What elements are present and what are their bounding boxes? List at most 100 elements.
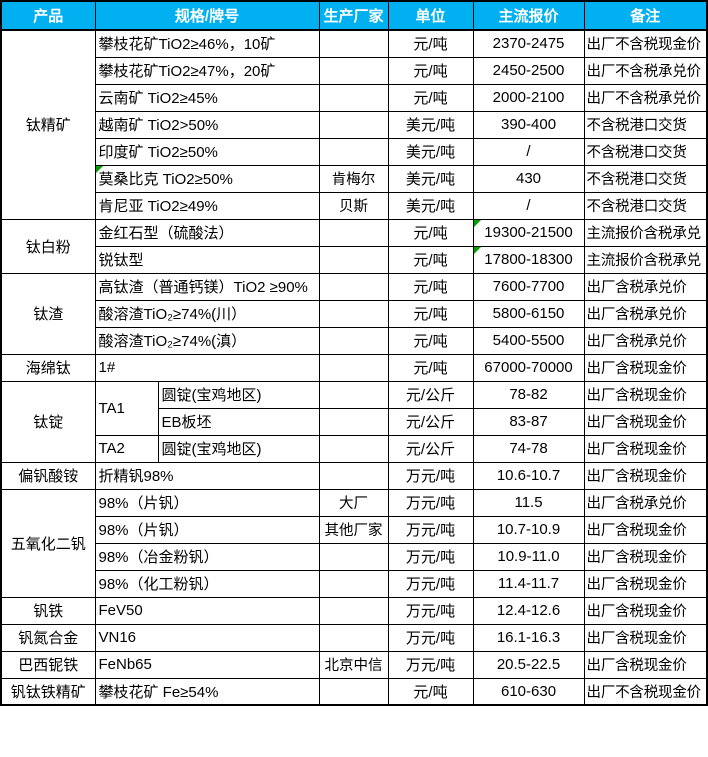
cell-vendor bbox=[318, 272, 389, 301]
cell-note: 不含税港口交货 bbox=[583, 164, 708, 193]
table-row: 五氧化二钒 98%（片钒） 大厂 万元/吨 11.5 出厂含税承兑价 bbox=[0, 488, 708, 598]
cell-price: 17800-18300 bbox=[472, 245, 585, 274]
table-row: 钒氮合金 VN16 万元/吨 16.1-16.3 出厂含税现金价 bbox=[0, 623, 708, 652]
cell-price: 83-87 bbox=[472, 407, 585, 436]
cell-spec: 攀枝花矿TiO2≥46%，10矿 bbox=[94, 29, 320, 58]
product-group-label: 钒氮合金 bbox=[0, 623, 96, 652]
cell-spec: 莫桑比克 TiO2≥50% bbox=[94, 164, 320, 193]
product-group-label: 钒钛铁精矿 bbox=[0, 677, 96, 706]
cell-unit: 元/吨 bbox=[387, 29, 474, 58]
cell-note: 出厂含税现金价 bbox=[583, 407, 708, 436]
cell-price: 2000-2100 bbox=[472, 83, 585, 112]
cell-grade: TA2 bbox=[94, 434, 159, 463]
column-header-vendor: 生产厂家 bbox=[318, 0, 389, 31]
table-row: 98%（片钒） 其他厂家 万元/吨 10.7-10.9 出厂含税现金价 bbox=[1, 515, 708, 544]
cell-spec: FeNb65 bbox=[94, 650, 320, 679]
cell-price: 11.4-11.7 bbox=[472, 569, 585, 598]
cell-note: 主流报价含税承兑 bbox=[583, 218, 708, 247]
cell-price: 10.9-11.0 bbox=[472, 542, 585, 571]
cell-unit: 万元/吨 bbox=[387, 542, 474, 571]
cell-spec: 越南矿 TiO2>50% bbox=[94, 110, 320, 139]
table-row: 钛渣 高钛渣（普通钙镁）TiO2 ≥90% 元/吨 7600-7700 出厂含税… bbox=[0, 272, 708, 355]
cell-unit: 万元/吨 bbox=[387, 650, 474, 679]
cell-note: 出厂含税现金价 bbox=[583, 461, 708, 490]
cell-note: 出厂含税现金价 bbox=[583, 542, 708, 571]
cell-spec: 圆锭(宝鸡地区) bbox=[157, 380, 320, 409]
cell-vendor bbox=[318, 137, 389, 166]
cell-price: 2450-2500 bbox=[472, 56, 585, 85]
cell-note: 不含税港口交货 bbox=[583, 191, 708, 220]
cell-spec-text: 莫桑比克 TiO2≥50% bbox=[98, 171, 233, 188]
cell-price: 7600-7700 bbox=[472, 272, 585, 301]
cell-note: 出厂含税承兑价 bbox=[583, 272, 708, 301]
cell-spec: 折精钒98% bbox=[94, 461, 320, 490]
product-group-label: 钒铁 bbox=[0, 596, 96, 625]
table-row: 云南矿 TiO2≥45% 元/吨 2000-2100 出厂不含税承兑价 bbox=[1, 83, 708, 112]
cell-spec: 攀枝花矿TiO2≥47%，20矿 bbox=[94, 56, 320, 85]
cell-price: 78-82 bbox=[472, 380, 585, 409]
table-row: 钛精矿 攀枝花矿TiO2≥46%，10矿 元/吨 2370-2475 出厂不含税… bbox=[0, 29, 708, 220]
cell-unit: 元/吨 bbox=[387, 218, 474, 247]
price-table: 产品 规格/牌号 生产厂家 单位 主流报价 备注 钛精矿 攀枝花矿TiO2≥46… bbox=[0, 0, 708, 706]
cell-price: 5800-6150 bbox=[472, 299, 585, 328]
column-header-product: 产品 bbox=[0, 0, 96, 31]
cell-price: 2370-2475 bbox=[472, 29, 585, 58]
product-group-label: 巴西铌铁 bbox=[0, 650, 96, 679]
cell-unit: 万元/吨 bbox=[387, 569, 474, 598]
cell-note: 出厂含税现金价 bbox=[583, 434, 708, 463]
cell-note: 出厂含税现金价 bbox=[583, 353, 708, 382]
cell-unit: 元/吨 bbox=[387, 299, 474, 328]
table-row: 98%（冶金粉钒） 万元/吨 10.9-11.0 出厂含税现金价 bbox=[1, 542, 708, 571]
cell-vendor bbox=[318, 677, 389, 706]
cell-unit: 万元/吨 bbox=[387, 623, 474, 652]
cell-note: 不含税港口交货 bbox=[583, 137, 708, 166]
cell-note: 不含税港口交货 bbox=[583, 110, 708, 139]
column-header-note: 备注 bbox=[583, 0, 708, 31]
cell-vendor bbox=[318, 407, 389, 436]
cell-vendor: 大厂 bbox=[318, 488, 389, 517]
cell-spec: EB板坯 bbox=[157, 407, 320, 436]
cell-unit: 美元/吨 bbox=[387, 137, 474, 166]
cell-spec: FeV50 bbox=[94, 596, 320, 625]
product-group-label: 钛精矿 bbox=[0, 29, 96, 220]
cell-unit: 元/吨 bbox=[387, 245, 474, 274]
cell-note: 出厂不含税现金价 bbox=[583, 677, 708, 706]
table-row: 钛白粉 金红石型（硫酸法） 元/吨 19300-21500 主流报价含税承兑 bbox=[0, 218, 708, 274]
cell-price: 610-630 bbox=[472, 677, 585, 706]
header-row: 产品 规格/牌号 生产厂家 单位 主流报价 备注 bbox=[0, 0, 708, 31]
cell-note: 出厂含税承兑价 bbox=[583, 299, 708, 328]
cell-price: 10.6-10.7 bbox=[472, 461, 585, 490]
product-group-label: 钛锭 bbox=[0, 380, 96, 463]
cell-unit: 元/吨 bbox=[387, 353, 474, 382]
cell-vendor bbox=[318, 245, 389, 274]
cell-vendor bbox=[318, 596, 389, 625]
cell-spec: 酸溶渣TiO₂≥74%(滇） bbox=[94, 326, 320, 355]
product-group-label: 钛白粉 bbox=[0, 218, 96, 274]
cell-vendor: 其他厂家 bbox=[318, 515, 389, 544]
cell-vendor bbox=[318, 29, 389, 58]
cell-spec: 圆锭(宝鸡地区) bbox=[157, 434, 320, 463]
cell-price: 67000-70000 bbox=[472, 353, 585, 382]
cell-vendor: 贝斯 bbox=[318, 191, 389, 220]
table-row: 海绵钛 1# 元/吨 67000-70000 出厂含税现金价 bbox=[0, 353, 708, 382]
product-group-label: 海绵钛 bbox=[0, 353, 96, 382]
table-row: 锐钛型 元/吨 17800-18300 主流报价含税承兑 bbox=[1, 245, 708, 274]
cell-spec: 锐钛型 bbox=[94, 245, 320, 274]
cell-note: 出厂含税现金价 bbox=[583, 515, 708, 544]
cell-unit: 元/吨 bbox=[387, 677, 474, 706]
cell-spec: 1# bbox=[94, 353, 320, 382]
column-header-price: 主流报价 bbox=[472, 0, 585, 31]
cell-spec: VN16 bbox=[94, 623, 320, 652]
cell-unit: 元/吨 bbox=[387, 326, 474, 355]
cell-unit: 万元/吨 bbox=[387, 461, 474, 490]
table-row: 钒铁 FeV50 万元/吨 12.4-12.6 出厂含税现金价 bbox=[0, 596, 708, 625]
cell-price-text: 19300-21500 bbox=[484, 224, 573, 241]
cell-price: 390-400 bbox=[472, 110, 585, 139]
cell-price: 19300-21500 bbox=[472, 218, 585, 247]
cell-unit: 美元/吨 bbox=[387, 191, 474, 220]
cell-spec: 98%（冶金粉钒） bbox=[94, 542, 320, 571]
cell-note: 出厂含税现金价 bbox=[583, 623, 708, 652]
cell-vendor bbox=[318, 353, 389, 382]
cell-note: 出厂含税承兑价 bbox=[583, 488, 708, 517]
cell-spec: 98%（化工粉钒） bbox=[94, 569, 320, 598]
